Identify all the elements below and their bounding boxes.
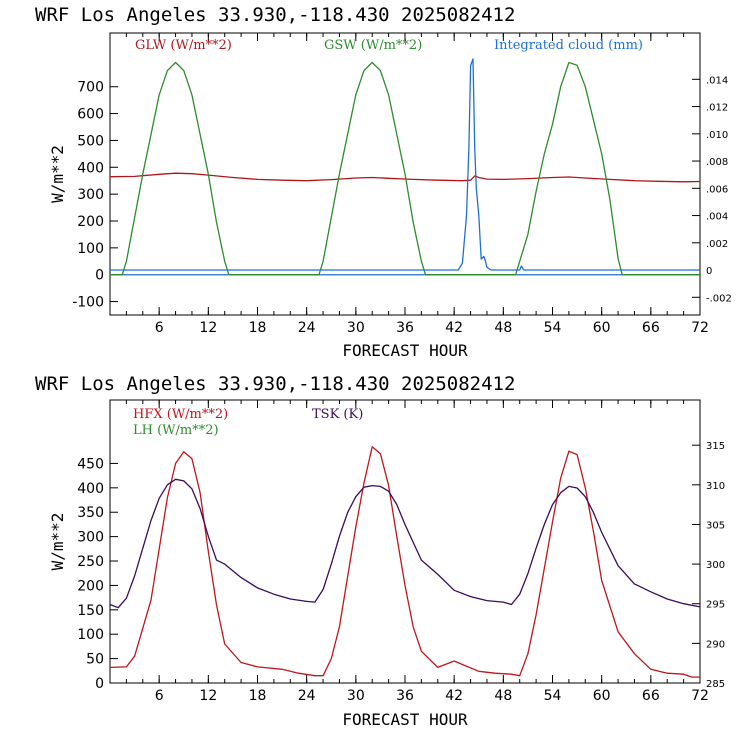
x-tick-label: 36 — [396, 688, 414, 704]
x-tick-label: 12 — [199, 320, 217, 336]
legend-entry: Integrated cloud (mm) — [494, 38, 643, 53]
y-tick-label: 150 — [77, 603, 104, 619]
x-tick-label: 18 — [249, 688, 267, 704]
y-tick-label: -100 — [72, 295, 104, 311]
chart-title: WRF Los Angeles 33.930,-118.430 20250824… — [35, 373, 515, 395]
x-axis-label: FORECAST HOUR — [342, 341, 468, 360]
x-tick-label: 6 — [155, 688, 164, 704]
y-axis-label: W/m**2 — [48, 513, 67, 571]
y-tick-label: 200 — [77, 578, 104, 594]
x-tick-label: 48 — [494, 688, 512, 704]
x-tick-label: 6 — [155, 320, 164, 336]
y-tick-label: 700 — [77, 80, 104, 96]
x-tick-label: 12 — [199, 688, 217, 704]
y2-tick-label: 295 — [706, 600, 725, 611]
x-tick-label: 24 — [298, 688, 316, 704]
y2-tick-label: .014 — [706, 75, 728, 86]
plot-frame — [109, 399, 701, 684]
series-line-1 — [109, 478, 701, 609]
x-tick-label: 54 — [544, 320, 562, 336]
series-line-1 — [110, 61, 700, 276]
chart-panel-1: WRF Los Angeles 33.930,-118.430 20250824… — [35, 4, 732, 360]
x-tick-label: 72 — [691, 688, 709, 704]
y2-tick-label: 310 — [706, 481, 725, 492]
y2-tick-label: .002 — [706, 239, 728, 250]
y-tick-label: 0 — [95, 268, 104, 284]
y-tick-label: 450 — [77, 456, 104, 472]
y-tick-label: 400 — [77, 481, 104, 497]
y-tick-label: 100 — [77, 241, 104, 257]
chart-title: WRF Los Angeles 33.930,-118.430 20250824… — [35, 4, 515, 26]
legend-entry: HFX (W/m**2) — [133, 407, 228, 422]
y-tick-label: 400 — [77, 160, 104, 176]
y-tick-label: 100 — [77, 627, 104, 643]
y-tick-label: 200 — [77, 214, 104, 230]
y2-tick-label: 285 — [706, 679, 725, 690]
x-tick-label: 66 — [642, 688, 660, 704]
legend-entry: LH (W/m**2) — [133, 423, 219, 438]
x-tick-label: 30 — [347, 320, 365, 336]
legend-entry: GLW (W/m**2) — [135, 38, 232, 53]
y2-tick-label: 0 — [706, 266, 712, 277]
series-line-2 — [110, 58, 700, 271]
chart-panel-2: WRF Los Angeles 33.930,-118.430 20250824… — [35, 373, 725, 729]
x-tick-label: 18 — [249, 320, 267, 336]
y-tick-label: 0 — [95, 676, 104, 692]
y2-tick-label: 300 — [706, 560, 725, 571]
x-tick-label: 30 — [347, 688, 365, 704]
y2-tick-label: .008 — [706, 157, 728, 168]
x-tick-label: 60 — [593, 320, 611, 336]
y2-tick-label: -.002 — [706, 293, 732, 304]
y-tick-label: 600 — [77, 107, 104, 123]
x-tick-label: 36 — [396, 320, 414, 336]
x-tick-label: 42 — [445, 320, 463, 336]
x-tick-label: 54 — [544, 688, 562, 704]
y2-tick-label: .006 — [706, 184, 728, 195]
y-axis-label: W/m**2 — [48, 145, 67, 203]
y-tick-label: 500 — [77, 133, 104, 149]
y-tick-label: 350 — [77, 505, 104, 521]
x-tick-label: 24 — [298, 320, 316, 336]
y2-tick-label: 290 — [706, 639, 725, 650]
legend-entry: TSK (K) — [312, 407, 363, 422]
y2-tick-label: 305 — [706, 520, 725, 531]
y-tick-label: 50 — [86, 652, 104, 668]
x-tick-label: 66 — [642, 320, 660, 336]
x-tick-label: 60 — [593, 688, 611, 704]
y-tick-label: 250 — [77, 554, 104, 570]
x-tick-label: 72 — [691, 320, 709, 336]
y-tick-label: 300 — [77, 530, 104, 546]
x-tick-label: 48 — [494, 320, 512, 336]
x-tick-label: 42 — [445, 688, 463, 704]
series-line-0 — [109, 446, 700, 678]
y2-tick-label: .012 — [706, 103, 728, 114]
y2-tick-label: .004 — [706, 212, 728, 223]
y-tick-label: 300 — [77, 187, 104, 203]
x-axis-label: FORECAST HOUR — [342, 710, 468, 729]
y2-tick-label: .010 — [706, 130, 728, 141]
legend-entry: GSW (W/m**2) — [324, 38, 422, 53]
y2-tick-label: 315 — [706, 441, 725, 452]
